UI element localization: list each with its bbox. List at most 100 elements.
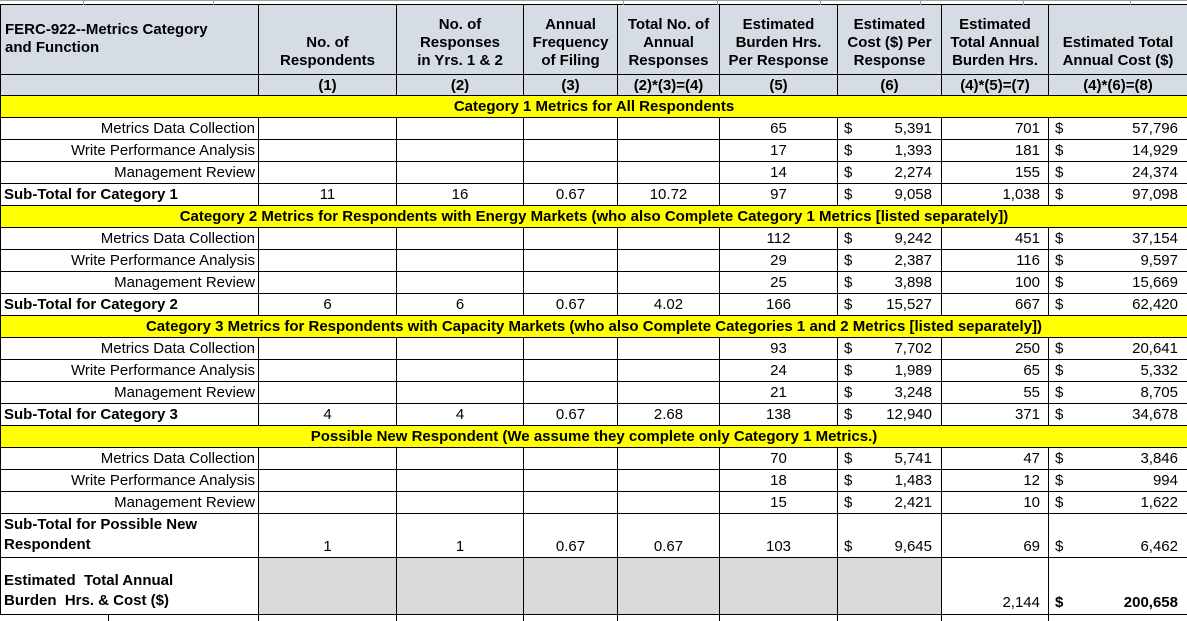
- cell-empty[interactable]: [259, 118, 397, 140]
- cell-annual-responses[interactable]: 0.67: [618, 514, 720, 558]
- cell-burden-hrs[interactable]: 103: [720, 514, 838, 558]
- cell-empty[interactable]: [397, 470, 524, 492]
- cell-total-annual-burden-hrs[interactable]: 701: [942, 118, 1049, 140]
- cell-empty[interactable]: [397, 448, 524, 470]
- cell-total-annual-burden-hrs[interactable]: 155: [942, 162, 1049, 184]
- cell-shaded-empty[interactable]: [618, 558, 720, 615]
- cell-function-label[interactable]: Management Review: [1, 492, 259, 514]
- cell-total-annual-burden-hrs[interactable]: 667: [942, 294, 1049, 316]
- cell-total-annual-cost[interactable]: $37,154: [1049, 228, 1187, 250]
- cell-empty[interactable]: [524, 272, 618, 294]
- cell-empty[interactable]: [618, 140, 720, 162]
- cell-subtotal-label[interactable]: Sub-Total for Category 3: [1, 404, 259, 426]
- cell-burden-hrs[interactable]: 166: [720, 294, 838, 316]
- cell-burden-hrs-per-response[interactable]: 24: [720, 360, 838, 382]
- cell-total-annual-burden-hrs[interactable]: 1,038: [942, 184, 1049, 206]
- cell-respondents[interactable]: 11: [259, 184, 397, 206]
- cell-respondents[interactable]: 6: [259, 294, 397, 316]
- header-cell-0[interactable]: FERC-922--Metrics Category and Function: [1, 5, 259, 75]
- cell-empty[interactable]: [259, 272, 397, 294]
- cell-burden-hrs-per-response[interactable]: 15: [720, 492, 838, 514]
- cell-empty[interactable]: [397, 360, 524, 382]
- header-cell-3[interactable]: Annual Frequency of Filing: [524, 5, 618, 75]
- cell-empty[interactable]: [524, 228, 618, 250]
- cell-total-annual-cost[interactable]: $57,796: [1049, 118, 1187, 140]
- cell-cost-per-response[interactable]: $1,483: [838, 470, 942, 492]
- cell-burden-hrs[interactable]: 97: [720, 184, 838, 206]
- cell-empty[interactable]: [524, 140, 618, 162]
- cell-annual-responses[interactable]: 10.72: [618, 184, 720, 206]
- header-cell-2[interactable]: No. of Responses in Yrs. 1 & 2: [397, 5, 524, 75]
- cell-empty[interactable]: [259, 250, 397, 272]
- cell-empty[interactable]: [618, 118, 720, 140]
- header-cell-7[interactable]: Estimated Total Annual Burden Hrs.: [942, 5, 1049, 75]
- cell-total-annual-burden-hrs[interactable]: 12: [942, 470, 1049, 492]
- cell-grand-total-burden-hrs[interactable]: 2,144: [942, 558, 1049, 615]
- cell-empty[interactable]: [397, 140, 524, 162]
- formula-cell-1[interactable]: (1): [259, 75, 397, 96]
- section-banner[interactable]: Category 1 Metrics for All Respondents: [1, 96, 1187, 118]
- cell-function-label[interactable]: Management Review: [1, 382, 259, 404]
- header-cell-5[interactable]: Estimated Burden Hrs. Per Response: [720, 5, 838, 75]
- cell-shaded-empty[interactable]: [720, 558, 838, 615]
- cell-total-annual-burden-hrs[interactable]: 181: [942, 140, 1049, 162]
- cell-empty[interactable]: [524, 470, 618, 492]
- cell-annual-responses[interactable]: 4.02: [618, 294, 720, 316]
- cell-responses[interactable]: 16: [397, 184, 524, 206]
- cell-total-annual-cost[interactable]: $9,597: [1049, 250, 1187, 272]
- header-cell-8[interactable]: Estimated Total Annual Cost ($): [1049, 5, 1187, 75]
- cell-empty[interactable]: [618, 360, 720, 382]
- cell-empty[interactable]: [397, 382, 524, 404]
- cell-burden-hrs-per-response[interactable]: 29: [720, 250, 838, 272]
- cell-respondents[interactable]: 4: [259, 404, 397, 426]
- cell-subtotal-label[interactable]: Sub-Total for Category 1: [1, 184, 259, 206]
- cell-cost-per-response[interactable]: $7,702: [838, 338, 942, 360]
- cell-total-annual-burden-hrs[interactable]: 116: [942, 250, 1049, 272]
- cell-total-annual-cost[interactable]: $1,622: [1049, 492, 1187, 514]
- section-banner[interactable]: Category 2 Metrics for Respondents with …: [1, 206, 1187, 228]
- cell-function-label[interactable]: Write Performance Analysis: [1, 470, 259, 492]
- cell-burden-hrs-per-response[interactable]: 112: [720, 228, 838, 250]
- cell-total-annual-burden-hrs[interactable]: 250: [942, 338, 1049, 360]
- cell-cost-per-response[interactable]: $5,741: [838, 448, 942, 470]
- cell-function-label[interactable]: Write Performance Analysis: [1, 250, 259, 272]
- cell-empty[interactable]: [259, 382, 397, 404]
- header-cell-6[interactable]: Estimated Cost ($) Per Response: [838, 5, 942, 75]
- cell-total-annual-burden-hrs[interactable]: 451: [942, 228, 1049, 250]
- cell-total-annual-cost[interactable]: $3,846: [1049, 448, 1187, 470]
- cell-function-label[interactable]: Management Review: [1, 272, 259, 294]
- cell-function-label[interactable]: Management Review: [1, 162, 259, 184]
- cell-empty[interactable]: [524, 338, 618, 360]
- cell-empty[interactable]: [618, 228, 720, 250]
- cell-empty[interactable]: [524, 382, 618, 404]
- cell-grand-total-cost[interactable]: $200,658: [1049, 558, 1187, 615]
- cell-empty[interactable]: [618, 162, 720, 184]
- cell-shaded-empty[interactable]: [838, 558, 942, 615]
- cell-total-annual-cost[interactable]: $994: [1049, 470, 1187, 492]
- cell-cost-per-response[interactable]: $9,645: [838, 514, 942, 558]
- cell-total-annual-cost[interactable]: $15,669: [1049, 272, 1187, 294]
- formula-cell-4[interactable]: (2)*(3)=(4): [618, 75, 720, 96]
- cell-total-annual-cost[interactable]: $6,462: [1049, 514, 1187, 558]
- formula-cell-6[interactable]: (6): [838, 75, 942, 96]
- cell-empty[interactable]: [618, 272, 720, 294]
- cell-empty[interactable]: [618, 250, 720, 272]
- cell-empty[interactable]: [524, 118, 618, 140]
- cell-cost-per-response[interactable]: $2,387: [838, 250, 942, 272]
- cell-empty[interactable]: [524, 448, 618, 470]
- header-cell-4[interactable]: Total No. of Annual Responses: [618, 5, 720, 75]
- cell-burden-hrs-per-response[interactable]: 93: [720, 338, 838, 360]
- cell-frequency[interactable]: 0.67: [524, 404, 618, 426]
- cell-empty[interactable]: [397, 492, 524, 514]
- formula-cell-5[interactable]: (5): [720, 75, 838, 96]
- formula-cell-0[interactable]: [1, 75, 259, 96]
- formula-cell-7[interactable]: (4)*(5)=(7): [942, 75, 1049, 96]
- cell-cost-per-response[interactable]: $9,242: [838, 228, 942, 250]
- cell-function-label[interactable]: Metrics Data Collection: [1, 228, 259, 250]
- cell-burden-hrs-per-response[interactable]: 18: [720, 470, 838, 492]
- formula-cell-2[interactable]: (2): [397, 75, 524, 96]
- cell-burden-hrs-per-response[interactable]: 65: [720, 118, 838, 140]
- cell-burden-hrs-per-response[interactable]: 17: [720, 140, 838, 162]
- cell-subtotal-label[interactable]: Sub-Total for Possible New Respondent: [1, 514, 259, 558]
- cell-empty[interactable]: [397, 272, 524, 294]
